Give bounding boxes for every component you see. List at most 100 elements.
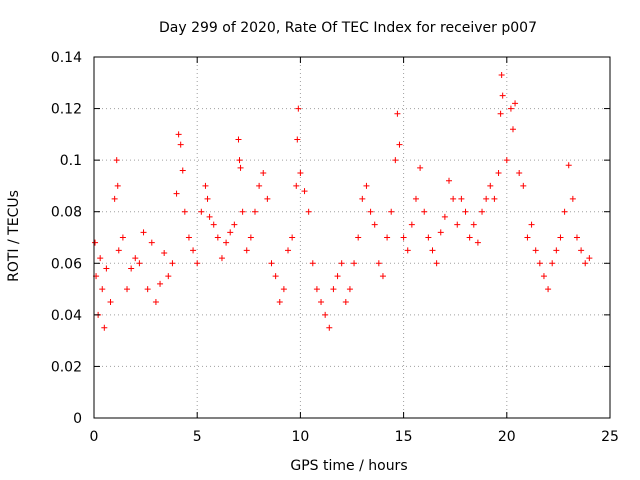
data-point (264, 195, 271, 202)
y-tick-labels: 0 0.02 0.04 0.06 0.08 0.1 0.12 0.14 (51, 50, 82, 427)
data-point (549, 260, 556, 267)
x-tick-labels: 0 5 10 15 20 25 (90, 429, 619, 445)
data-point (491, 195, 498, 202)
data-point (268, 260, 275, 267)
data-point (458, 195, 465, 202)
y-tick-label: 0 (73, 411, 82, 427)
data-point (309, 260, 316, 267)
data-point (507, 105, 514, 112)
data-point (479, 208, 486, 215)
data-point (503, 157, 510, 164)
data-point (565, 162, 572, 169)
data-point (412, 195, 419, 202)
data-point (346, 286, 353, 293)
data-point (165, 273, 172, 280)
data-point (214, 234, 221, 241)
data-point (272, 273, 279, 280)
data-point (140, 229, 147, 236)
data-point (342, 298, 349, 305)
data-point (285, 247, 292, 254)
data-point (569, 195, 576, 202)
data-point (433, 260, 440, 267)
data-point (326, 324, 333, 331)
data-point (359, 195, 366, 202)
data-point (474, 239, 481, 246)
data-point (169, 260, 176, 267)
data-point (404, 247, 411, 254)
data-point (421, 208, 428, 215)
data-point (152, 298, 159, 305)
data-point (318, 298, 325, 305)
data-point (462, 208, 469, 215)
data-point (520, 182, 527, 189)
x-tick-label: 10 (291, 429, 309, 445)
data-point (256, 182, 263, 189)
data-point (305, 208, 312, 215)
data-point (553, 247, 560, 254)
data-point (179, 167, 186, 174)
data-point (379, 273, 386, 280)
axis-ticks (93, 56, 611, 419)
data-point (497, 110, 504, 117)
data-point (194, 260, 201, 267)
data-point (524, 234, 531, 241)
x-tick-label: 0 (90, 429, 99, 445)
data-point (384, 234, 391, 241)
y-tick-label: 0.06 (51, 256, 82, 272)
data-point (487, 182, 494, 189)
data-point (128, 265, 135, 272)
data-point (371, 221, 378, 228)
data-point (236, 157, 243, 164)
data-point (177, 141, 184, 148)
data-point (198, 208, 205, 215)
data-point (516, 170, 523, 177)
y-tick-label: 0.04 (51, 308, 82, 324)
data-point (276, 298, 283, 305)
data-point (400, 234, 407, 241)
data-point (218, 255, 225, 262)
data-point (295, 105, 302, 112)
data-point (289, 234, 296, 241)
data-point (297, 170, 304, 177)
data-point (280, 286, 287, 293)
data-point (532, 247, 539, 254)
y-tick-label: 0.1 (60, 153, 82, 169)
x-tick-label: 15 (395, 429, 413, 445)
data-point (392, 157, 399, 164)
data-point (437, 229, 444, 236)
data-point (466, 234, 473, 241)
data-points (92, 72, 593, 331)
data-point (103, 265, 110, 272)
data-point (243, 247, 250, 254)
data-point (394, 110, 401, 117)
data-point (173, 190, 180, 197)
data-point (175, 131, 182, 138)
data-point (408, 221, 415, 228)
data-point (148, 239, 155, 246)
data-point (181, 208, 188, 215)
data-point (293, 182, 300, 189)
data-point (351, 260, 358, 267)
data-point (294, 136, 301, 143)
y-tick-label: 0.12 (51, 102, 82, 118)
data-point (355, 234, 362, 241)
data-point (454, 221, 461, 228)
data-point (338, 260, 345, 267)
data-point (512, 100, 519, 107)
data-point (545, 286, 552, 293)
data-point (313, 286, 320, 293)
data-point (115, 247, 122, 254)
x-tick-label: 20 (498, 429, 516, 445)
data-point (251, 208, 258, 215)
data-point (573, 234, 580, 241)
data-point (582, 260, 589, 267)
y-tick-label: 0.14 (51, 50, 82, 66)
data-point (92, 239, 99, 246)
data-point (119, 234, 126, 241)
data-point (495, 170, 502, 177)
data-point (185, 234, 192, 241)
x-axis-label: GPS time / hours (290, 458, 407, 474)
grid-lines (94, 57, 610, 418)
data-point (107, 298, 114, 305)
